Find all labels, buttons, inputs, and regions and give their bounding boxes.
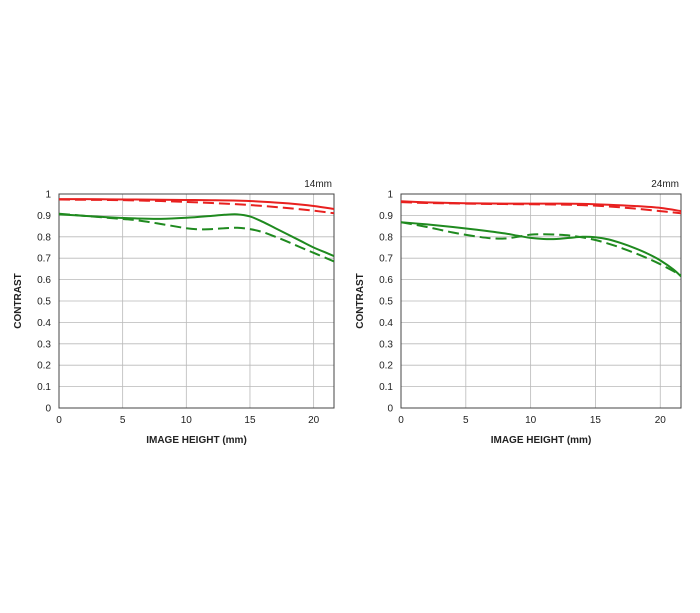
y-tick-label: 0 xyxy=(387,404,393,415)
x-tick-label: 0 xyxy=(56,415,62,426)
green-solid-curve xyxy=(401,221,681,278)
green-dashed-curve xyxy=(401,221,681,277)
green-dashed-curve xyxy=(59,212,334,263)
y-tick-label: 1 xyxy=(45,190,51,201)
x-tick-label: 20 xyxy=(308,415,320,426)
x-tick-label: 10 xyxy=(181,415,193,426)
y-tick-label: 0.1 xyxy=(379,382,393,393)
red-dashed-curve xyxy=(401,201,681,215)
x-tick-label: 20 xyxy=(655,415,667,426)
y-tick-label: 0.1 xyxy=(37,382,51,393)
y-tick-label: 0.2 xyxy=(37,361,51,372)
chart-24mm: 00.10.20.30.40.50.60.70.80.910 5 10 15 2024m… xyxy=(355,179,682,446)
y-tick-label: 0.8 xyxy=(37,232,51,243)
plot-frame xyxy=(58,193,335,409)
chart-14mm: 00.10.20.30.40.50.60.70.80.910 5 10 15 2014m… xyxy=(13,179,335,446)
red-dashed-curve xyxy=(59,198,334,215)
y-tick-label: 0.9 xyxy=(379,211,393,222)
x-tick-label: 10 xyxy=(525,415,537,426)
y-tick-label: 0.9 xyxy=(37,211,51,222)
x-tick-label: 15 xyxy=(244,415,256,426)
plot-frame xyxy=(400,193,682,409)
y-axis-label: CONTRAST xyxy=(13,273,24,329)
y-tick-label: 0.3 xyxy=(379,339,393,350)
y-tick-label: 0.4 xyxy=(37,318,51,329)
y-tick-label: 0.7 xyxy=(379,254,393,265)
y-tick-label: 0.4 xyxy=(379,318,393,329)
y-tick-label: 0.3 xyxy=(37,339,51,350)
y-tick-label: 0.8 xyxy=(379,232,393,243)
y-tick-label: 0 xyxy=(45,404,51,415)
x-axis-label: IMAGE HEIGHT (mm) xyxy=(146,435,247,446)
y-tick-label: 1 xyxy=(387,190,393,201)
x-tick-label: 15 xyxy=(590,415,602,426)
y-tick-label: 0.6 xyxy=(37,275,51,286)
y-tick-label: 0.2 xyxy=(379,361,393,372)
focal-length-label: 24mm xyxy=(651,179,679,190)
y-tick-label: 0.6 xyxy=(379,275,393,286)
x-tick-label: 5 xyxy=(463,415,469,426)
y-tick-label: 0.5 xyxy=(37,297,51,308)
focal-length-label: 14mm xyxy=(304,179,332,190)
x-tick-label: 0 xyxy=(398,415,404,426)
y-axis-label: CONTRAST xyxy=(355,273,366,329)
x-tick-label: 5 xyxy=(120,415,126,426)
y-tick-label: 0.5 xyxy=(379,297,393,308)
green-solid-curve xyxy=(59,213,334,257)
y-tick-label: 0.7 xyxy=(37,254,51,265)
x-axis-label: IMAGE HEIGHT (mm) xyxy=(491,435,592,446)
